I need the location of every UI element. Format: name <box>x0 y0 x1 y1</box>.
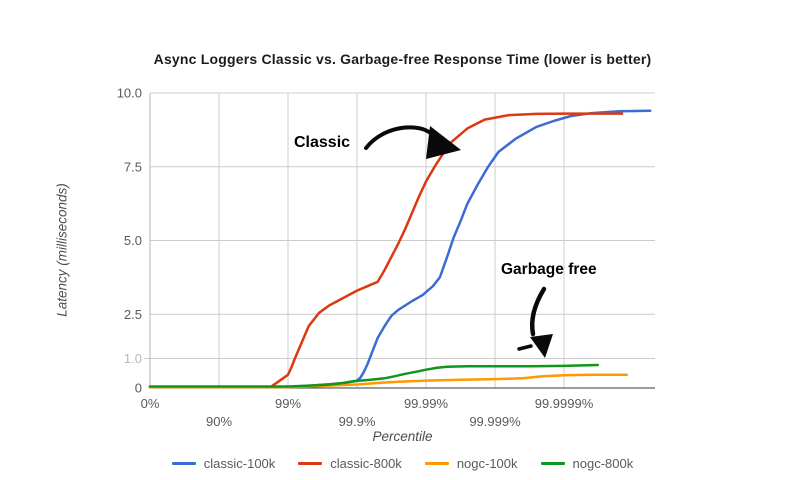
legend: classic-100k classic-800k nogc-100k nogc… <box>150 456 655 471</box>
series-layer <box>148 109 652 389</box>
legend-item-nogc-100k: nogc-100k <box>424 456 518 471</box>
annotation-classic: Classic <box>294 134 351 151</box>
legend-swatch-nogc-800k <box>540 462 565 465</box>
classic-arrow-head <box>426 126 461 159</box>
y-tick-label-7.5: 7.5 <box>124 159 142 174</box>
x-tick-label-0%: 0% <box>141 396 160 411</box>
garbage-free-arrow-dash <box>517 344 533 351</box>
x-tick-label-99.9999%: 99.9999% <box>535 396 594 411</box>
series-line-classic-100k <box>148 109 652 389</box>
annotation-garbage-free: Garbage free <box>501 261 597 278</box>
x-tick-label-99.999%: 99.999% <box>469 414 521 429</box>
x-axis-title: Percentile <box>372 429 433 444</box>
legend-swatch-classic-800k <box>298 462 323 465</box>
annotation-arrows <box>364 125 553 358</box>
x-tick-label-99.9%: 99.9% <box>339 414 376 429</box>
legend-label-classic-800k: classic-800k <box>330 456 402 471</box>
y-tick-label-0: 0 <box>135 381 142 396</box>
chart-title: Async Loggers Classic vs. Garbage-free R… <box>153 51 652 67</box>
legend-swatch-classic-100k <box>171 462 196 465</box>
series-line-classic-800k <box>148 112 624 389</box>
grid-layer: 0% 90% 99% 99.9% 99.99% 99.999% 99.9999% 0 1.0 2.… <box>117 86 655 429</box>
x-tick-label-99%: 99% <box>275 396 301 411</box>
legend-item-classic-100k: classic-100k <box>171 456 276 471</box>
y-tick-label-1.0: 1.0 <box>124 351 142 366</box>
legend-label-classic-100k: classic-100k <box>203 456 276 471</box>
y-tick-label-5.0: 5.0 <box>124 233 142 248</box>
legend-item-classic-800k: classic-800k <box>298 456 402 471</box>
y-tick-label-10.0: 10.0 <box>117 86 142 101</box>
garbage-free-arrow-head <box>530 334 553 358</box>
legend-label-nogc-100k: nogc-100k <box>456 456 518 471</box>
legend-swatch-nogc-100k <box>424 462 449 465</box>
legend-label-nogc-800k: nogc-800k <box>572 456 634 471</box>
x-tick-label-90%: 90% <box>206 414 232 429</box>
x-tick-label-99.99%: 99.99% <box>404 396 449 411</box>
series-line-nogc-800k <box>148 363 600 388</box>
garbage-free-arrow-tail <box>530 286 547 337</box>
y-tick-label-2.5: 2.5 <box>124 307 142 322</box>
legend-item-nogc-800k: nogc-800k <box>540 456 634 471</box>
